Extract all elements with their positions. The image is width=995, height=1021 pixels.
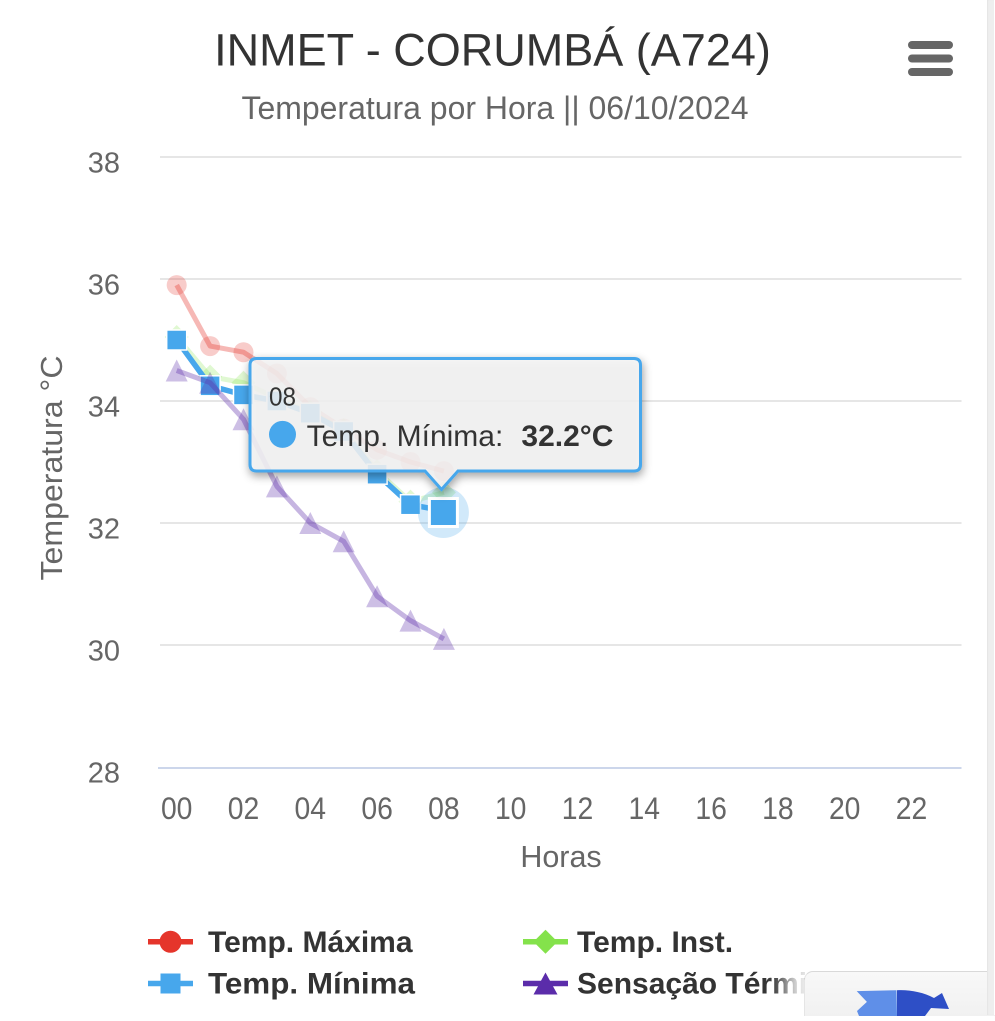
svg-text:12: 12 xyxy=(562,790,594,826)
svg-text:Temperatura por Hora || 06/10/: Temperatura por Hora || 06/10/2024 xyxy=(242,90,749,126)
svg-text:36: 36 xyxy=(88,270,120,302)
svg-text:08: 08 xyxy=(428,790,460,826)
svg-text:18: 18 xyxy=(762,790,794,826)
svg-text:22: 22 xyxy=(896,790,928,826)
svg-text:02: 02 xyxy=(228,790,260,826)
svg-text:Temp. Mínima: Temp. Mínima xyxy=(208,968,415,1001)
svg-text:INMET - CORUMBÁ (A724): INMET - CORUMBÁ (A724) xyxy=(214,25,771,76)
svg-text:Temp. Máxima: Temp. Máxima xyxy=(208,926,413,959)
svg-text:32: 32 xyxy=(88,514,120,546)
svg-text:30: 30 xyxy=(88,636,120,668)
svg-text:16: 16 xyxy=(695,790,727,826)
svg-text:Temp. Inst.: Temp. Inst. xyxy=(577,926,733,959)
svg-text:04: 04 xyxy=(295,790,327,826)
svg-text:Temperatura °C: Temperatura °C xyxy=(34,356,69,581)
svg-text:Horas: Horas xyxy=(520,840,601,874)
svg-text:06: 06 xyxy=(361,790,393,826)
svg-text:34: 34 xyxy=(88,392,120,424)
svg-text:32.2°C: 32.2°C xyxy=(521,420,613,453)
svg-text:14: 14 xyxy=(629,790,661,826)
svg-text:Sensação Térmica: Sensação Térmica xyxy=(577,968,841,1001)
svg-text:10: 10 xyxy=(495,790,527,826)
svg-text:38: 38 xyxy=(88,148,120,180)
svg-text:Temp. Mínima:: Temp. Mínima: xyxy=(307,420,504,453)
svg-text:00: 00 xyxy=(161,790,193,826)
svg-text:28: 28 xyxy=(88,758,120,790)
svg-text:20: 20 xyxy=(829,790,861,826)
svg-text:08: 08 xyxy=(269,382,296,412)
